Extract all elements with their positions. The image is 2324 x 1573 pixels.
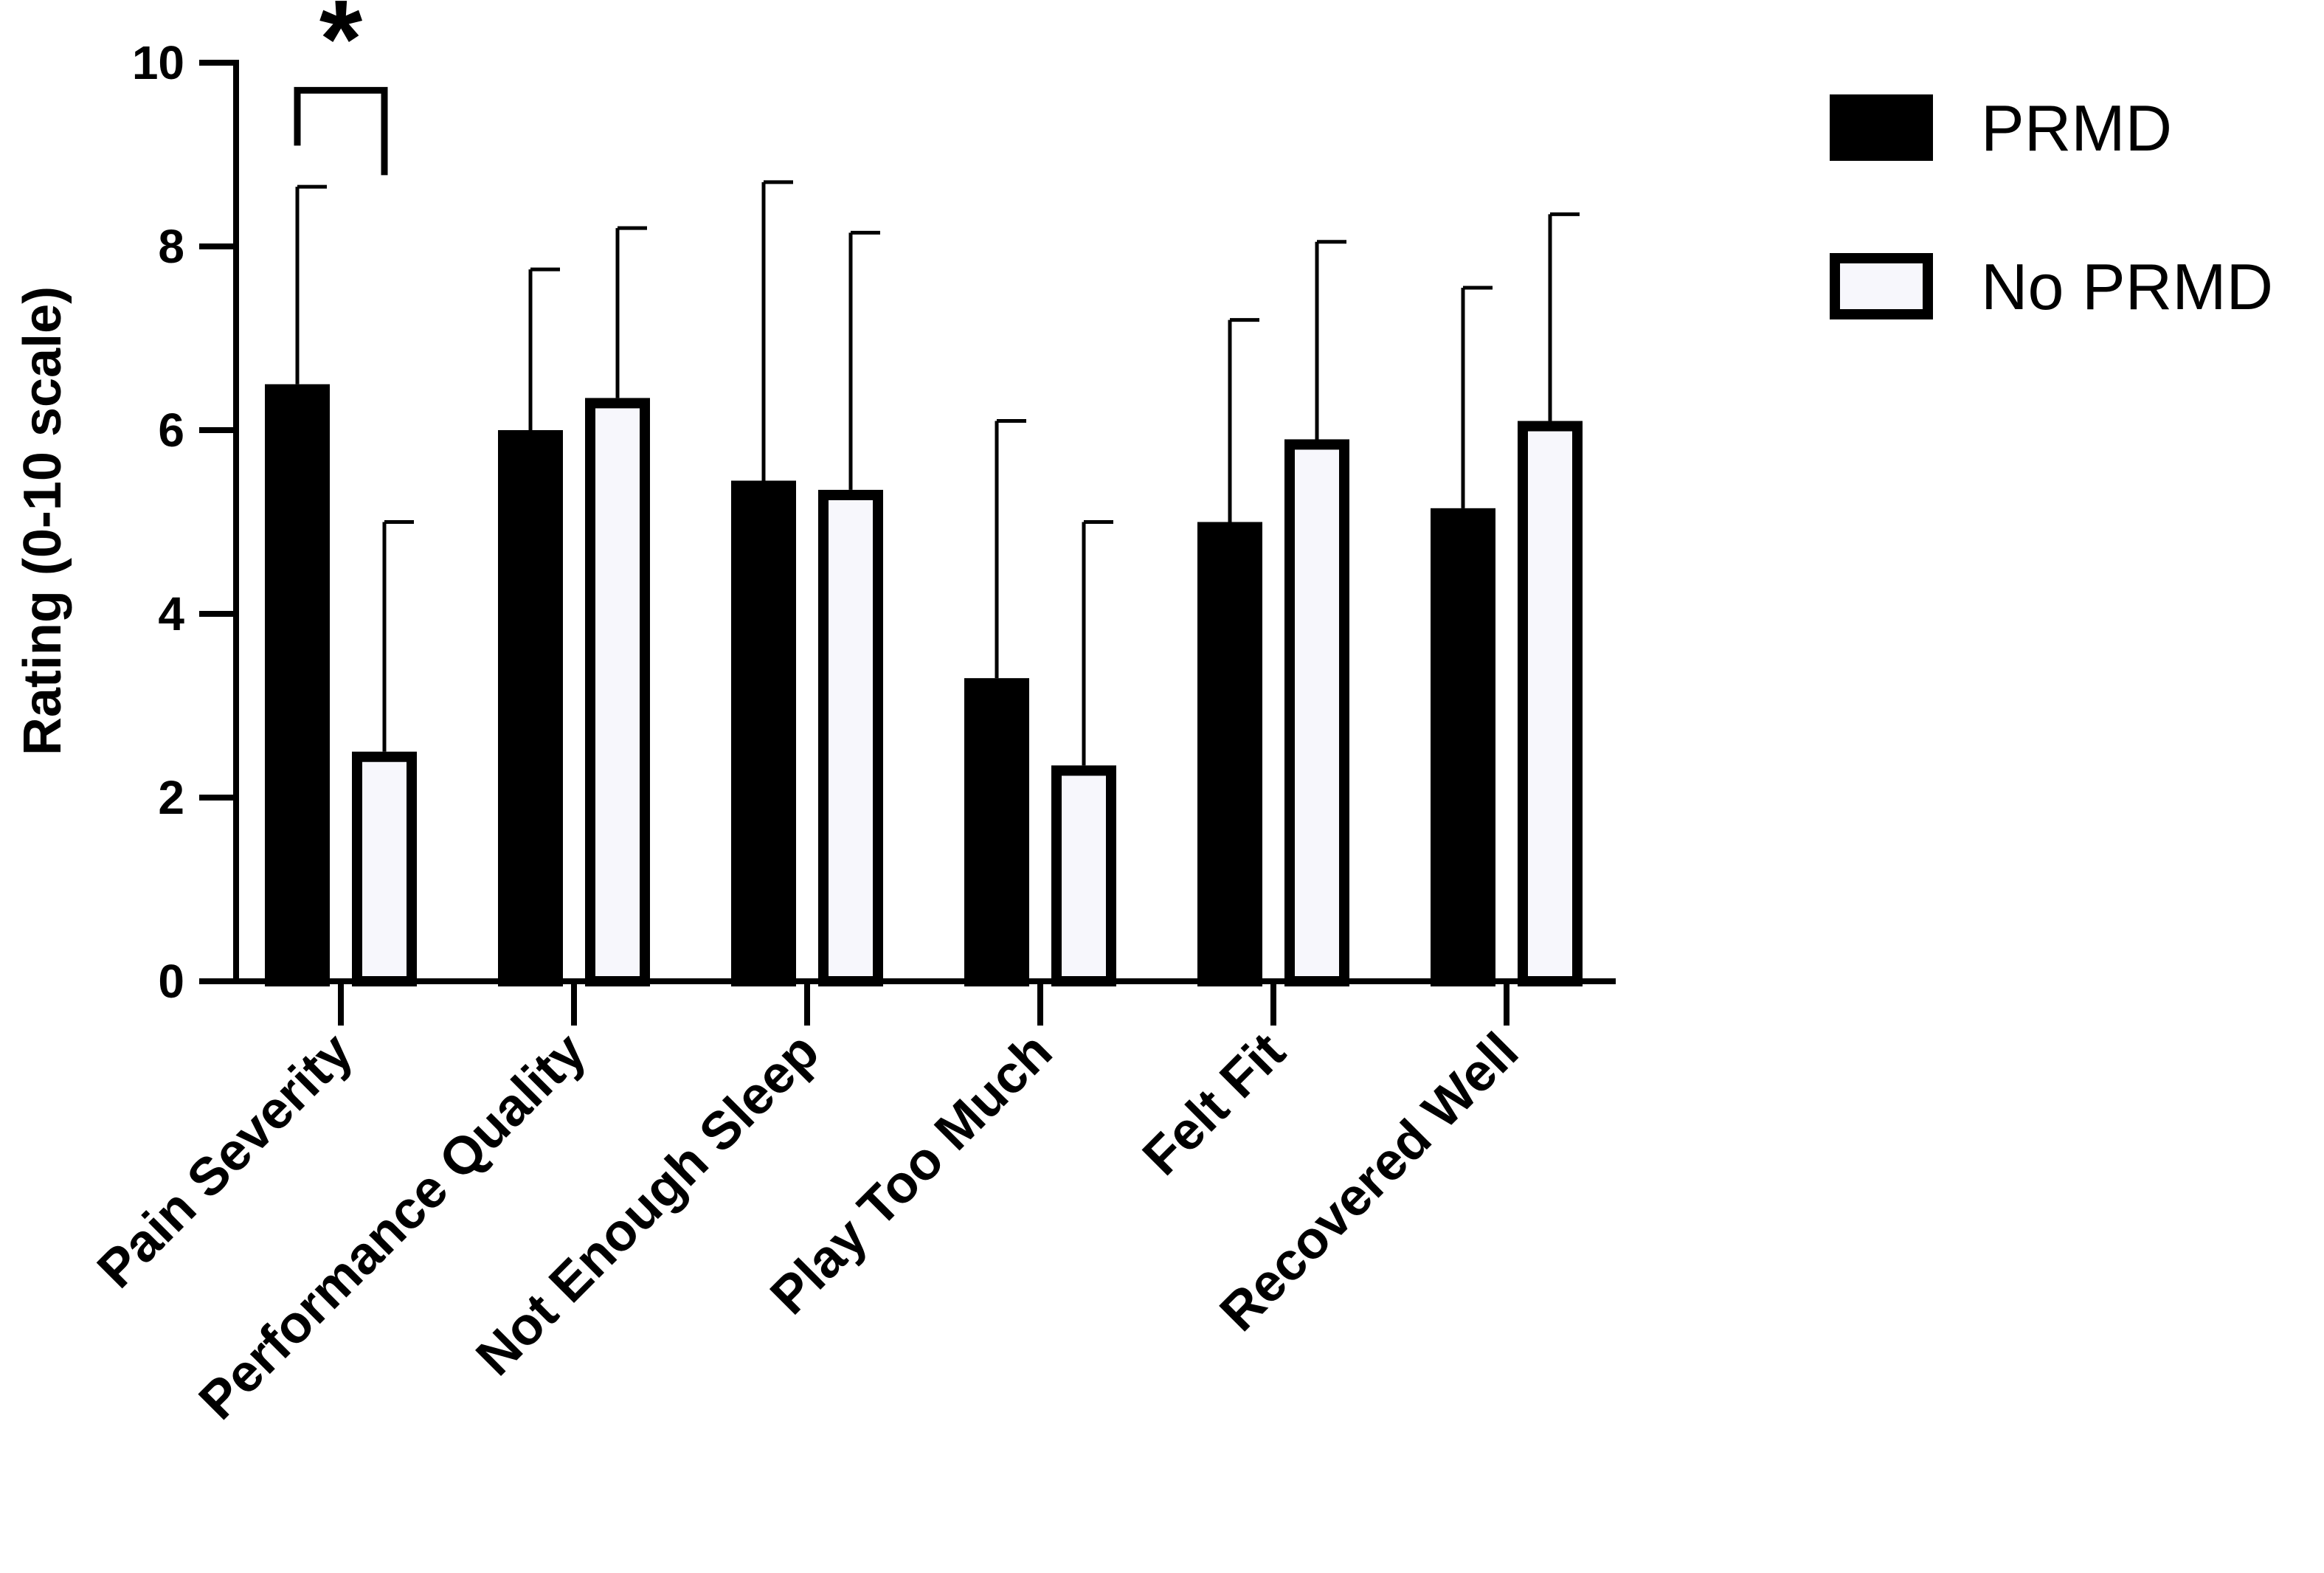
legend-label: No PRMD: [1981, 250, 2273, 323]
bar-no-prmd: [818, 489, 883, 986]
legend-item: No PRMD: [1830, 250, 2273, 323]
legend: PRMD No PRMD: [1830, 91, 2273, 323]
error-bar: [382, 520, 414, 752]
bars-layer: [265, 384, 1583, 987]
bar-no-prmd: [1518, 421, 1583, 986]
bar-prmd: [498, 430, 563, 986]
y-tick-label: 10: [132, 36, 184, 89]
error-bar: [1461, 286, 1493, 508]
bar-no-prmd: [352, 751, 417, 986]
bar-prmd: [964, 678, 1029, 987]
y-tick-label: 0: [158, 955, 184, 1008]
significance-marker: *: [319, 0, 363, 100]
y-tick-label: 6: [158, 404, 184, 457]
bar-no-prmd: [1051, 765, 1116, 987]
bar-prmd: [731, 480, 796, 986]
error-bar: [1228, 318, 1259, 522]
category-label: Performance Quality: [188, 1022, 598, 1431]
legend-swatch: [1830, 94, 1933, 161]
error-bar: [295, 184, 327, 384]
bar-no-prmd: [1284, 439, 1349, 986]
y-tick-label: 8: [158, 220, 184, 273]
bar-prmd: [1197, 522, 1262, 986]
error-bar: [1082, 520, 1113, 766]
legend-label: PRMD: [1981, 91, 2172, 165]
category-label: Felt Fit: [1132, 1022, 1296, 1186]
error-bar: [761, 180, 793, 481]
error-bars-layer: [295, 180, 1580, 766]
y-tick-label: 2: [158, 771, 184, 824]
error-bar: [1548, 212, 1580, 421]
y-axis-title: Rating (0-10 scale): [13, 286, 72, 756]
error-bar: [848, 230, 880, 490]
error-bar: [995, 419, 1026, 679]
annotations-layer: *: [294, 0, 388, 176]
error-bar: [528, 267, 560, 430]
error-bar: [1315, 240, 1346, 440]
y-tick-label: 4: [158, 587, 184, 640]
bar-prmd: [1431, 508, 1495, 986]
legend-item: PRMD: [1830, 91, 2172, 165]
error-bar: [615, 226, 647, 398]
legend-swatch: [1830, 253, 1933, 319]
bar-prmd: [265, 384, 330, 986]
bar-no-prmd: [585, 398, 650, 986]
significance-bracket: [294, 86, 388, 176]
